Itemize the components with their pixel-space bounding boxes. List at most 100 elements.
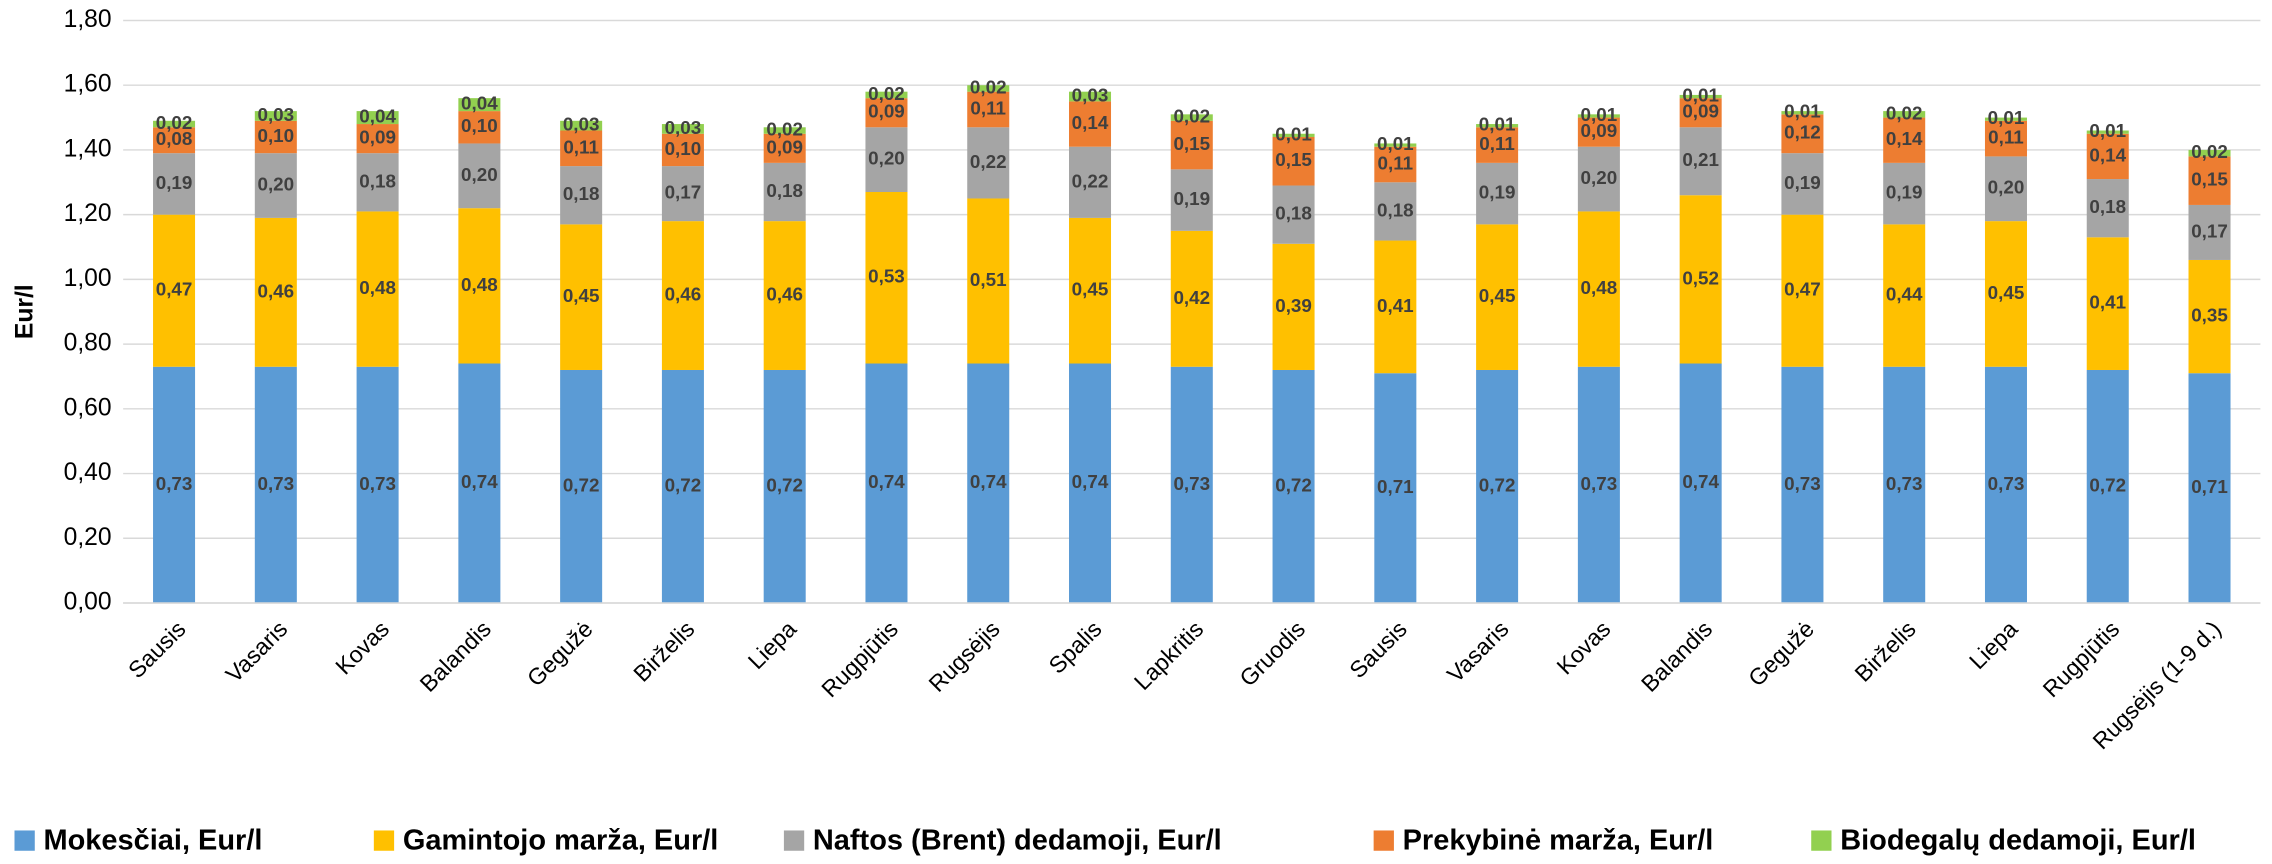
bar-segment — [2188, 259, 2231, 374]
bar-segment — [1679, 195, 1722, 364]
data-label: 0,51 — [970, 269, 1007, 290]
data-label: 0,11 — [563, 136, 599, 157]
data-label: 0,73 — [257, 473, 294, 494]
bar-segment — [967, 363, 1010, 603]
bar-segment — [967, 127, 1010, 199]
bar-segment — [1170, 114, 1213, 121]
data-label: 0,35 — [2191, 305, 2228, 326]
bar-segment — [763, 127, 806, 134]
data-label: 0,19 — [1886, 182, 1923, 203]
data-label: 0,04 — [359, 106, 396, 127]
bar-segment — [1883, 162, 1926, 225]
bar-segment — [1069, 146, 1112, 218]
data-label: 0,73 — [359, 473, 396, 494]
data-label: 0,20 — [257, 173, 294, 194]
bar-segment — [661, 133, 704, 167]
x-tick-label: Rugsėjis — [924, 616, 1005, 697]
data-label: 0,72 — [665, 474, 702, 495]
legend-label: Gamintojo marža, Eur/l — [403, 825, 719, 857]
bar-segment — [2188, 149, 2231, 157]
bar-segment — [1170, 120, 1213, 170]
bar-segment — [1984, 156, 2027, 222]
data-label: 0,14 — [2089, 144, 2126, 165]
x-tick-label: Vasaris — [221, 616, 293, 688]
data-label: 0,18 — [2089, 196, 2126, 217]
legend-swatch — [14, 830, 35, 851]
bar-segment — [458, 143, 501, 209]
bar-segment — [1883, 224, 1926, 367]
bar-segment — [1272, 136, 1315, 186]
data-label: 0,15 — [1275, 149, 1312, 170]
data-label: 0,01 — [1784, 101, 1821, 122]
data-label: 0,73 — [1581, 473, 1618, 494]
data-label: 0,74 — [461, 471, 498, 492]
x-tick-label: Balandis — [1636, 616, 1717, 697]
data-label: 0,09 — [766, 136, 803, 157]
data-label: 0,46 — [766, 284, 803, 305]
x-tick-label: Vasaris — [1442, 616, 1514, 688]
bar-segment — [153, 366, 196, 603]
data-label: 0,03 — [257, 104, 294, 125]
bar-segment — [458, 208, 501, 364]
data-label: 0,03 — [563, 114, 600, 135]
bar-segment — [1272, 243, 1315, 370]
legend-label: Mokesčiai, Eur/l — [43, 825, 262, 857]
bar-segment — [1577, 366, 1620, 603]
bar-segment — [1883, 111, 1926, 118]
bar-segment — [865, 91, 908, 99]
data-label: 0,22 — [1072, 170, 1109, 191]
x-tick-label: Kovas — [330, 616, 394, 680]
data-label: 0,01 — [1275, 123, 1312, 144]
data-label: 0,72 — [2089, 474, 2126, 495]
bar-segment — [560, 369, 603, 603]
data-label: 0,42 — [1173, 287, 1210, 308]
data-label: 0,01 — [1682, 85, 1719, 106]
bar-segment — [1272, 185, 1315, 244]
y-tick-label: 1,00 — [64, 265, 112, 292]
bar-segment — [2086, 237, 2129, 370]
bar-segment — [1069, 363, 1112, 603]
data-label: 0,18 — [359, 170, 396, 191]
data-label: 0,02 — [868, 83, 905, 104]
y-tick-label: 0,60 — [64, 394, 112, 421]
bar-segment — [254, 111, 297, 121]
data-label: 0,47 — [156, 279, 193, 300]
data-label: 0,18 — [1275, 203, 1312, 224]
data-label: 0,48 — [359, 277, 396, 298]
data-label: 0,11 — [1479, 133, 1515, 154]
data-label: 0,04 — [461, 93, 498, 114]
data-label: 0,41 — [2089, 292, 2126, 313]
data-label: 0,72 — [1479, 474, 1516, 495]
x-tick-label: Gruodis — [1234, 616, 1310, 692]
y-tick-label: 1,20 — [64, 200, 112, 227]
data-label: 0,11 — [1378, 152, 1414, 173]
bar-segment — [1374, 143, 1417, 147]
bar-segment — [1984, 117, 2027, 121]
bar-segment — [254, 217, 297, 367]
x-tick-label: Rugpjūtis — [816, 616, 903, 703]
bar-segment — [1679, 363, 1722, 603]
data-label: 0,20 — [1581, 167, 1618, 188]
bar-segment — [967, 91, 1010, 128]
bar-segment — [1170, 169, 1213, 231]
data-label: 0,73 — [1173, 473, 1210, 494]
x-tick-label: Kovas — [1552, 616, 1616, 680]
bar-segment — [1781, 153, 1824, 215]
data-label: 0,73 — [1988, 473, 2025, 494]
bar-segment — [356, 124, 399, 154]
bar-segment — [1883, 117, 1926, 163]
bar-segment — [1476, 124, 1519, 128]
bar-segment — [1679, 94, 1722, 99]
bar-segment — [1984, 120, 2027, 157]
data-label: 0,14 — [1072, 112, 1109, 133]
bar-segment — [254, 120, 297, 154]
data-label: 0,20 — [1988, 177, 2025, 198]
data-label: 0,47 — [1784, 279, 1821, 300]
y-tick-label: 1,80 — [64, 6, 112, 33]
bar-segment — [1069, 91, 1112, 102]
bar-segment — [1984, 221, 2027, 367]
data-label: 0,11 — [1988, 127, 2024, 148]
data-label: 0,73 — [156, 473, 193, 494]
bar-segment — [356, 111, 399, 125]
bar-segment — [661, 369, 704, 603]
